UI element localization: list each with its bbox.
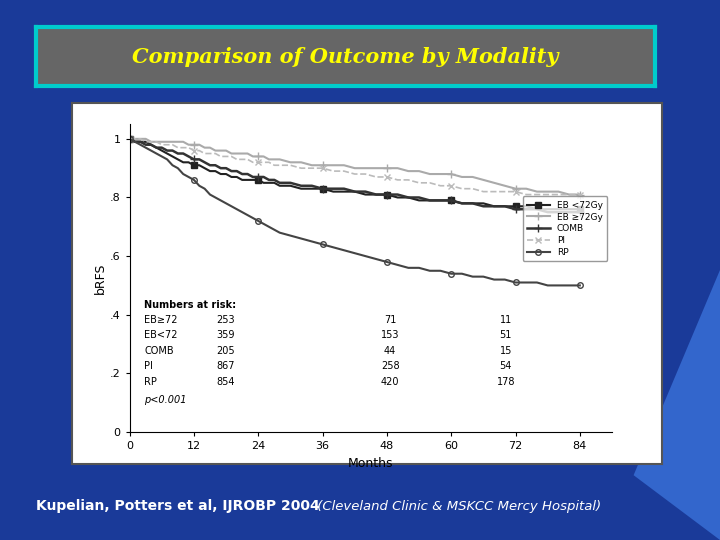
Text: 54: 54 (500, 361, 512, 371)
Text: 15: 15 (500, 346, 512, 356)
Text: Numbers at risk:: Numbers at risk: (144, 300, 236, 309)
Text: RP: RP (144, 376, 157, 387)
Legend: EB <72Gy, EB ≥72Gy, COMB, PI, RP: EB <72Gy, EB ≥72Gy, COMB, PI, RP (523, 197, 608, 261)
Text: COMB: COMB (144, 346, 174, 356)
Text: 71: 71 (384, 315, 396, 325)
Text: 258: 258 (381, 361, 400, 371)
Text: (Cleveland Clinic & MSKCC Mercy Hospital): (Cleveland Clinic & MSKCC Mercy Hospital… (313, 500, 601, 514)
Text: PI: PI (144, 361, 153, 371)
Text: 359: 359 (217, 330, 235, 340)
Text: p<0.001: p<0.001 (144, 395, 186, 405)
Text: 11: 11 (500, 315, 512, 325)
Y-axis label: bRFS: bRFS (94, 262, 107, 294)
Text: 420: 420 (381, 376, 400, 387)
Text: Comparison of Outcome by Modality: Comparison of Outcome by Modality (132, 46, 559, 67)
Text: 854: 854 (217, 376, 235, 387)
Text: 51: 51 (500, 330, 512, 340)
Text: 44: 44 (384, 346, 396, 356)
Text: 253: 253 (217, 315, 235, 325)
Text: 153: 153 (381, 330, 400, 340)
Text: 867: 867 (217, 361, 235, 371)
Text: EB≥72: EB≥72 (144, 315, 178, 325)
Text: EB<72: EB<72 (144, 330, 178, 340)
Text: 205: 205 (217, 346, 235, 356)
Text: Kupelian, Potters et al, IJROBP 2004: Kupelian, Potters et al, IJROBP 2004 (36, 500, 320, 514)
X-axis label: Months: Months (348, 457, 394, 470)
Text: 178: 178 (497, 376, 515, 387)
